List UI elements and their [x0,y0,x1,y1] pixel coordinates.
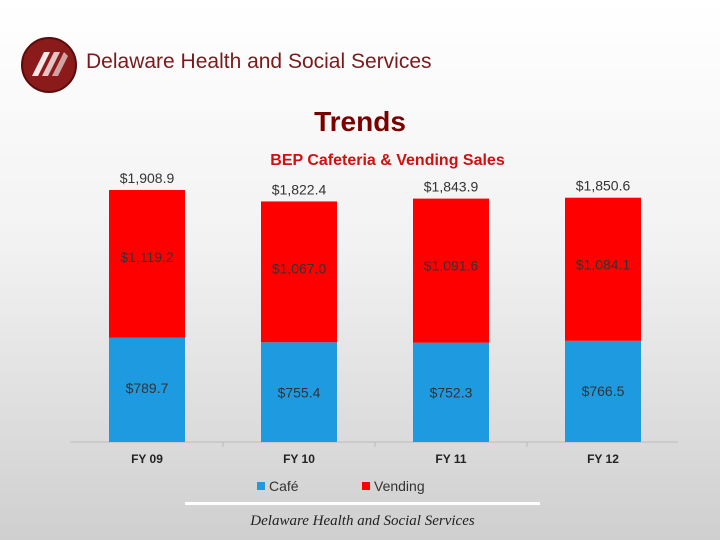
cafe-value-label: $752.3 [430,385,473,401]
vending-value-label: $1,084.1 [576,257,631,273]
x-tick-label: FY 09 [131,452,163,466]
bar-vending [261,201,337,343]
legend-swatch [362,482,370,490]
bar-cafe [109,337,185,442]
legend-label: Café [269,478,299,494]
cafe-value-label: $766.5 [582,383,625,399]
org-title: Delaware Health and Social Services [86,50,432,73]
bar-cafe [413,342,489,442]
x-tick-label: FY 11 [435,452,466,466]
bar-vending [109,190,185,338]
legend-label: Vending [374,478,425,494]
dhss-logo [21,37,77,93]
legend-swatch [257,482,265,490]
bar-vending [413,198,489,343]
cafe-value-label: $789.7 [126,380,169,396]
slide-title: Trends [314,106,406,137]
vending-value-label: $1,067.0 [272,260,327,276]
x-tick-label: FY 12 [587,452,619,466]
chart-title: BEP Cafeteria & Vending Sales [270,152,505,169]
footer-text: Delaware Health and Social Services [250,513,475,529]
footer-divider [185,502,540,505]
total-value-label: $1,822.4 [272,181,327,197]
total-value-label: $1,850.6 [576,178,631,194]
bar-cafe [261,342,337,442]
bar-cafe [565,340,641,442]
total-value-label: $1,908.9 [120,170,175,186]
vending-value-label: $1,119.2 [120,249,174,265]
cafe-value-label: $755.4 [278,384,321,400]
vending-value-label: $1,091.6 [424,258,479,274]
x-tick-label: FY 10 [283,452,315,466]
bar-vending [565,197,641,341]
total-value-label: $1,843.9 [424,179,479,195]
